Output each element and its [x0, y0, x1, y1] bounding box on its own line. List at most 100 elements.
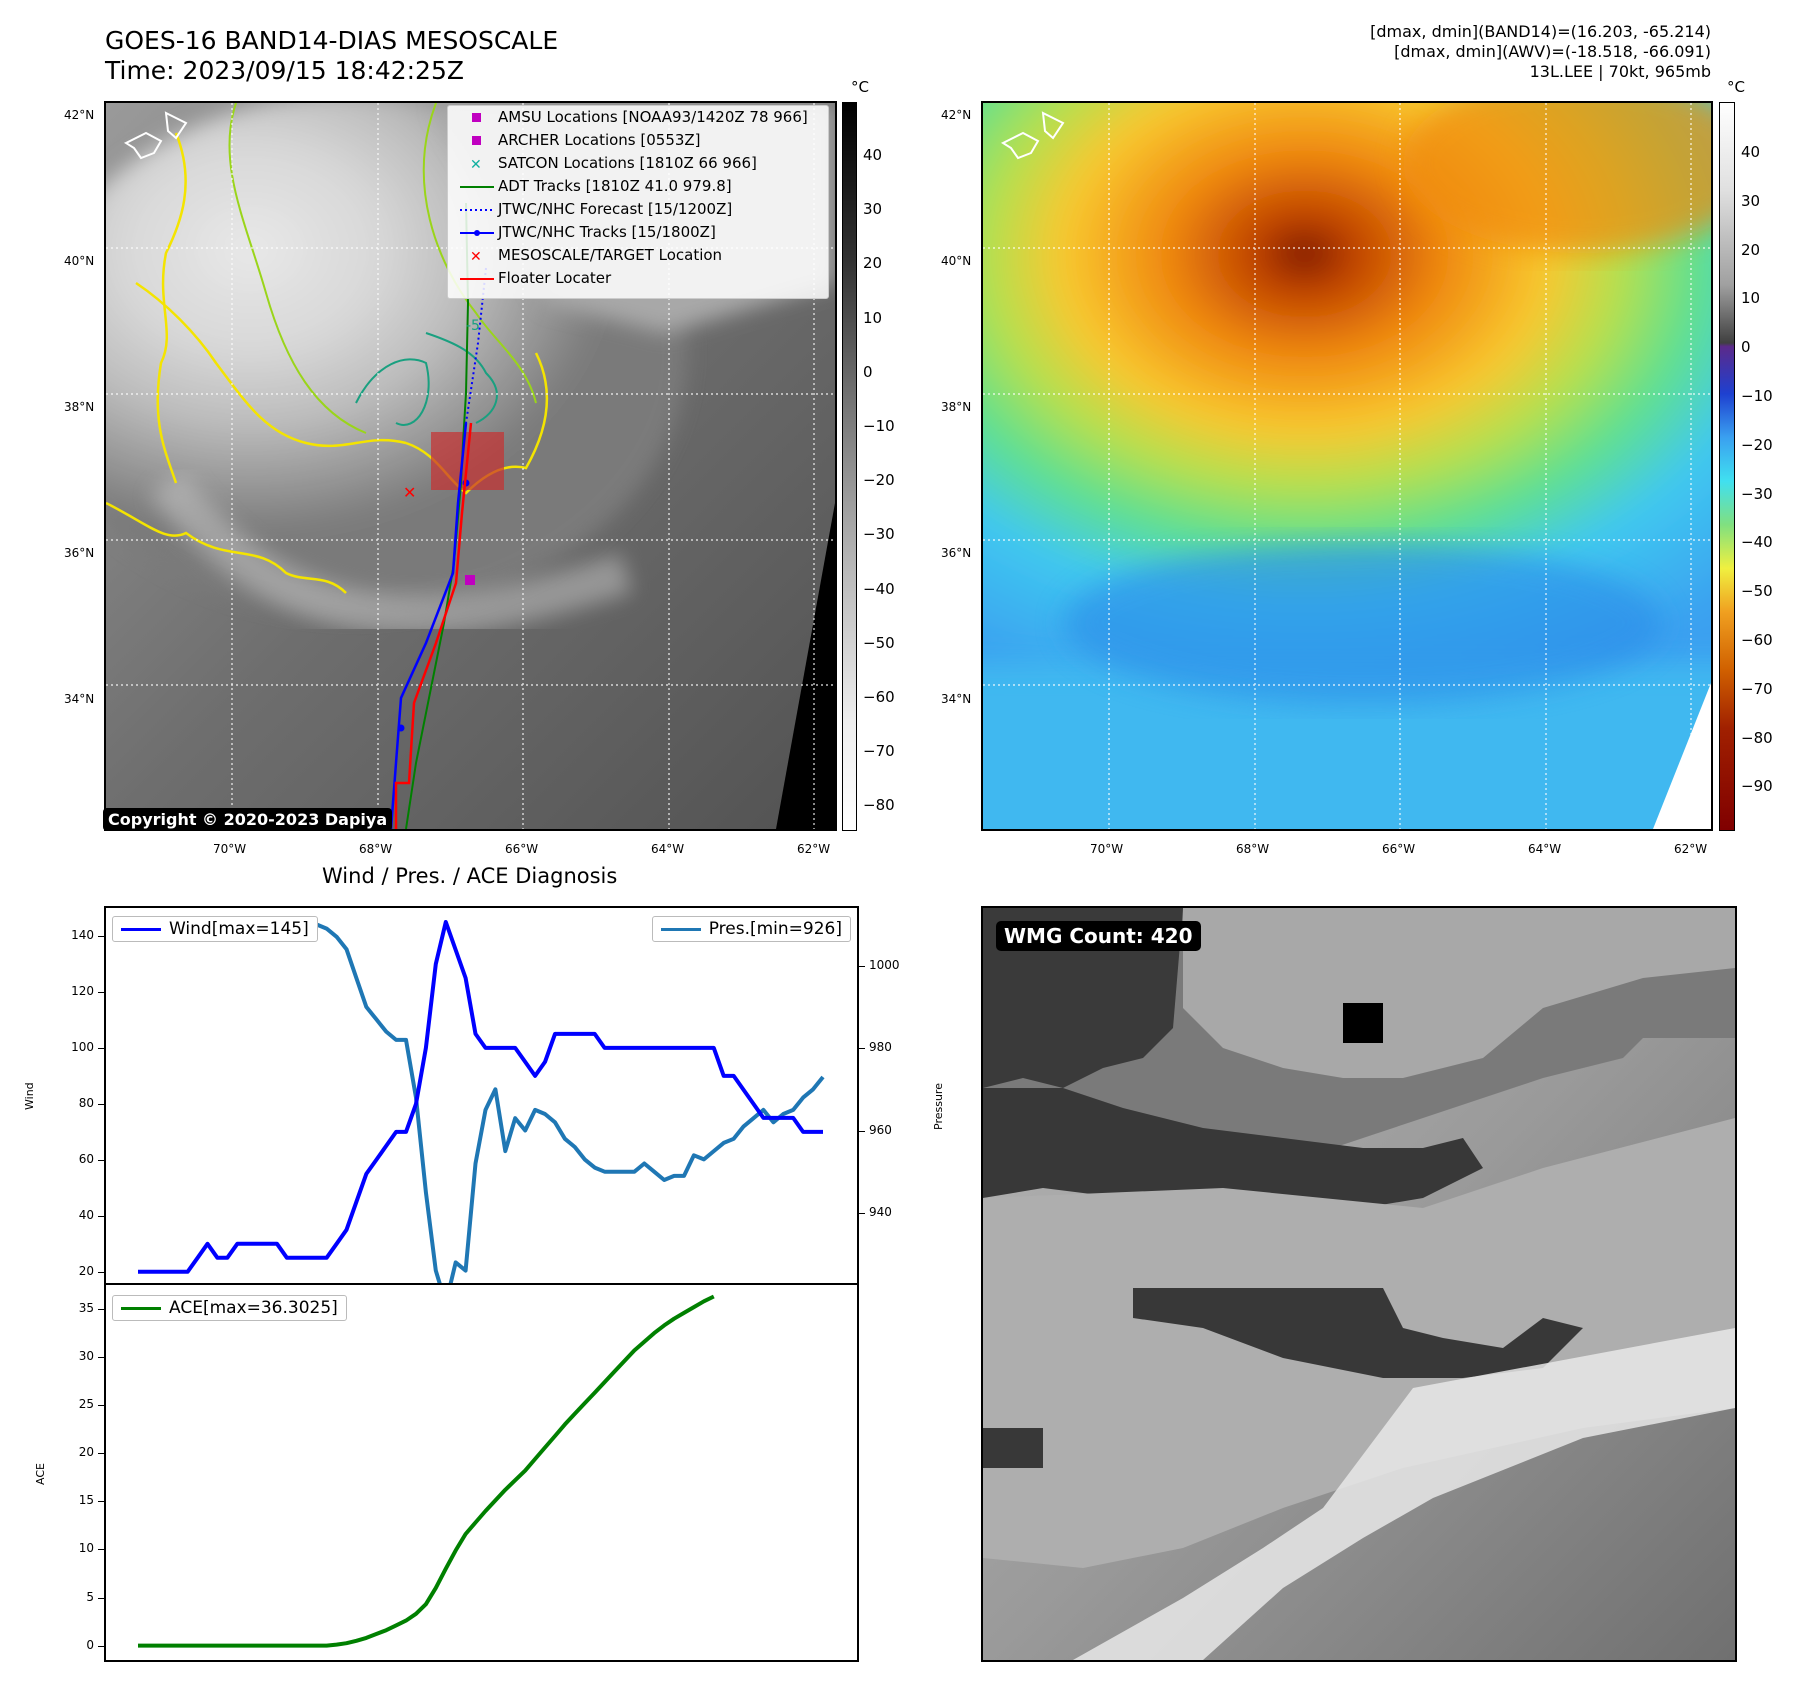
legend-marker-dotted	[460, 198, 494, 221]
floater-track-line	[394, 422, 473, 829]
colorbar-tick-label: 30	[863, 200, 883, 219]
axis-tick-label: 20	[78, 1445, 94, 1460]
axis-tick-label: 1000	[869, 957, 900, 972]
legend-marker-line	[460, 175, 494, 198]
axis-tick-label: 40	[78, 1207, 94, 1222]
colorbar-tick-label: −40	[1741, 533, 1773, 552]
axis-tick-mark	[98, 1309, 104, 1311]
lat-label: 40°N	[64, 254, 95, 268]
colorbar-tick-label: −40	[863, 579, 895, 598]
colorbar-tick-label: 40	[863, 146, 883, 164]
wv-colorbar	[1719, 102, 1735, 831]
axis-tick-mark	[98, 1103, 104, 1105]
pressure-axis-label: Pressure	[932, 1083, 945, 1130]
colorbar-tick-label: −30	[863, 525, 895, 544]
wind-legend: Wind[max=145]	[112, 916, 318, 942]
colorbar-tick-label: −50	[1741, 582, 1773, 601]
axis-tick-label: 940	[869, 1204, 892, 1219]
lon-label: 62°W	[1674, 842, 1708, 856]
legend-marker-line	[460, 267, 494, 290]
wind-pressure-plot: Wind[max=145] Pres.[min=926]	[104, 906, 859, 1285]
lat-label: 36°N	[64, 546, 95, 560]
wmg-dark-spot	[1343, 1003, 1383, 1043]
legend-label: ADT Tracks [1810Z 41.0 979.8]	[498, 177, 732, 195]
legend-label: JTWC/NHC Forecast [15/1200Z]	[498, 200, 733, 218]
lat-label: 34°N	[941, 692, 972, 706]
axis-tick-mark	[98, 1597, 104, 1599]
wmg-panel	[981, 906, 1737, 1662]
axis-tick-label: 140	[71, 927, 94, 942]
axis-tick-mark	[859, 1048, 865, 1050]
legend-item: ADT Tracks [1810Z 41.0 979.8]	[448, 175, 828, 198]
legend-label: SATCON Locations [1810Z 66 966]	[498, 154, 757, 172]
axis-tick-mark	[98, 1159, 104, 1161]
axis-tick-mark	[98, 991, 104, 993]
colorbar-tick-label: 0	[1741, 338, 1751, 357]
lat-label: 38°N	[941, 400, 972, 414]
legend-item: AMSU Locations [NOAA93/1420Z 78 966]	[448, 106, 828, 129]
legend-label: ARCHER Locations [0553Z]	[498, 131, 701, 149]
axis-tick-mark	[98, 1549, 104, 1551]
colorbar-tick-label: −60	[1741, 631, 1773, 649]
axis-tick-mark	[859, 1212, 865, 1214]
lon-label: 64°W	[1528, 842, 1562, 856]
colorbar-tick-label: −90	[1741, 777, 1773, 796]
colorbar-tick-label: −20	[863, 471, 895, 490]
lon-label: 68°W	[359, 842, 393, 856]
wind-legend-label: Wind[max=145]	[169, 919, 309, 939]
axis-tick-label: 15	[78, 1493, 94, 1508]
figure-title: GOES-16 BAND14-DIAS MESOSCALE Time: 2023…	[105, 26, 558, 86]
legend-item: ARCHER Locations [0553Z]	[448, 129, 828, 152]
copyright-badge: Copyright © 2020-2023 Dapiya	[103, 808, 393, 831]
title-line-1: GOES-16 BAND14-DIAS MESOSCALE	[105, 26, 559, 55]
archer-location-marker	[465, 575, 475, 585]
target-location-marker: ✕	[403, 483, 416, 502]
colorbar-tick-label: −50	[863, 633, 895, 652]
lat-label: 42°N	[64, 108, 95, 122]
colorbar-tick-label: −20	[1741, 435, 1773, 454]
wmg-image	[983, 908, 1735, 1660]
diagnosis-title: Wind / Pres. / ACE Diagnosis	[322, 864, 618, 888]
legend-item: Floater Locater	[448, 267, 828, 290]
lon-label: 66°W	[1382, 842, 1416, 856]
wv-map-image	[983, 103, 1711, 829]
lat-label: 36°N	[941, 546, 972, 560]
axis-tick-label: 80	[78, 1095, 94, 1110]
legend-label: AMSU Locations [NOAA93/1420Z 78 966]	[498, 108, 808, 126]
axis-tick-label: 5	[86, 1589, 94, 1604]
legend-item: JTWC/NHC Forecast [15/1200Z]	[448, 198, 828, 221]
wmg-count-badge: WMG Count: 420	[996, 921, 1201, 951]
info-line-2: [dmax, dmin](AWV)=(-18.518, -66.091)	[1394, 42, 1711, 61]
colorbar-tick-label: −60	[863, 688, 895, 706]
colorbar-tick-label: −10	[863, 417, 895, 435]
axis-tick-mark	[98, 1405, 104, 1407]
colorbar-tick-label: 20	[863, 254, 883, 273]
ace-legend-label: ACE[max=36.3025]	[169, 1298, 338, 1318]
lat-label: 34°N	[64, 692, 95, 706]
pressure-legend-swatch	[660, 927, 701, 931]
axis-tick-mark	[98, 1501, 104, 1503]
axis-tick-label: 10	[78, 1541, 94, 1556]
lon-label: 70°W	[1090, 842, 1124, 856]
axis-tick-mark	[98, 1215, 104, 1217]
lat-label: 38°N	[64, 400, 95, 414]
axis-tick-mark	[98, 1453, 104, 1455]
ace-legend-swatch	[121, 1306, 161, 1310]
ace-axis-label: ACE	[34, 1463, 47, 1485]
axis-tick-label: 25	[78, 1397, 94, 1412]
ir-colorbar	[842, 102, 857, 831]
colorbar-tick-label: 10	[863, 308, 883, 327]
legend-item: ✕ MESOSCALE/TARGET Location	[448, 244, 828, 267]
axis-tick-label: 60	[78, 1151, 94, 1166]
axis-tick-mark	[859, 965, 865, 967]
lon-label: 64°W	[651, 842, 685, 856]
legend-marker-x: ✕	[460, 244, 494, 267]
legend-marker-square	[460, 129, 494, 152]
wind-legend-swatch	[121, 927, 161, 931]
axis-tick-label: 960	[869, 1122, 892, 1137]
axis-tick-mark	[859, 1130, 865, 1132]
colorbar-tick-label: −80	[1741, 728, 1773, 747]
legend-marker-x: ✕	[460, 152, 494, 175]
axis-tick-label: 0	[86, 1637, 94, 1652]
ace-legend: ACE[max=36.3025]	[112, 1295, 347, 1321]
